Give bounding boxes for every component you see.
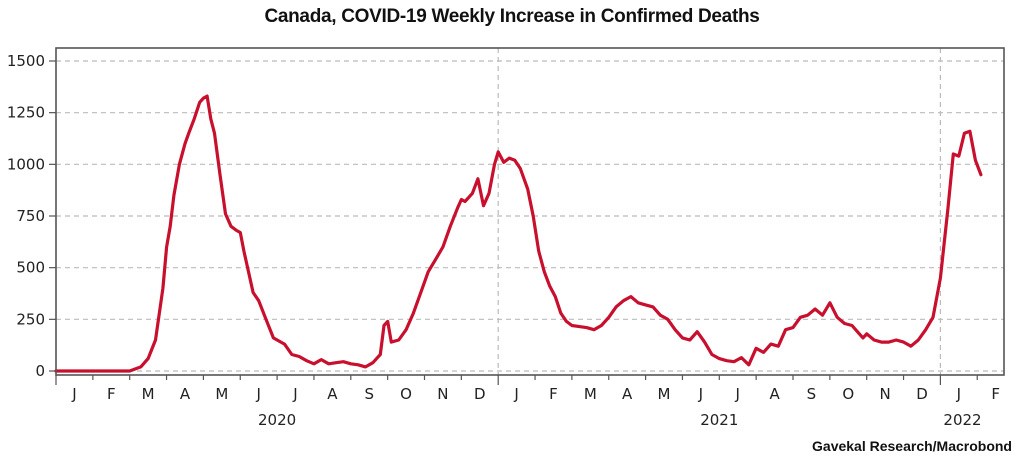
y-tick-label: 500: [16, 259, 45, 277]
x-month-label: A: [180, 385, 191, 403]
y-tick-label: 1500: [7, 52, 45, 70]
x-month-label: J: [255, 385, 260, 403]
x-month-label: D: [474, 385, 486, 403]
x-month-label: S: [807, 385, 817, 403]
x-month-label: O: [842, 385, 854, 403]
x-month-label: J: [735, 385, 740, 403]
source-note: Gavekal Research/Macrobond: [812, 438, 1012, 454]
x-month-label: O: [400, 385, 412, 403]
x-month-label: J: [698, 385, 703, 403]
x-month-label: N: [880, 385, 891, 403]
x-month-label: M: [215, 385, 228, 403]
x-month-label: M: [658, 385, 671, 403]
x-month-label: J: [956, 385, 961, 403]
x-year-label: 2021: [700, 411, 738, 429]
x-month-label: A: [622, 385, 633, 403]
y-tick-label: 0: [35, 362, 45, 380]
x-month-label: J: [71, 385, 76, 403]
chart-title: Canada, COVID-19 Weekly Increase in Conf…: [264, 6, 760, 27]
x-year-label: 2020: [258, 411, 296, 429]
series-line: [54, 94, 983, 373]
x-month-label: F: [549, 385, 558, 403]
x-month-label: A: [769, 385, 780, 403]
x-month-label: M: [584, 385, 597, 403]
y-tick-label: 750: [16, 207, 45, 225]
x-month-label: F: [107, 385, 116, 403]
x-month-label: J: [513, 385, 518, 403]
x-month-label: N: [437, 385, 448, 403]
x-month-label: J: [292, 385, 297, 403]
series-layer: [54, 0, 989, 373]
y-tick-label: 1250: [7, 104, 45, 122]
x-month-label: D: [916, 385, 928, 403]
y-tick-label: 1000: [7, 155, 45, 173]
y-tick-label: 250: [16, 310, 45, 328]
grid-layer: [56, 48, 1004, 375]
axis-layer: 0 250 500 750 1000 1250 1500 J F M A M J J A S O N D J F M A M J…: [7, 52, 1000, 429]
x-year-label: 2022: [943, 411, 981, 429]
x-month-label: A: [327, 385, 338, 403]
x-month-label: S: [364, 385, 374, 403]
x-month-label: M: [142, 385, 155, 403]
plot-frame: [55, 47, 1005, 376]
x-month-label: F: [991, 385, 1000, 403]
